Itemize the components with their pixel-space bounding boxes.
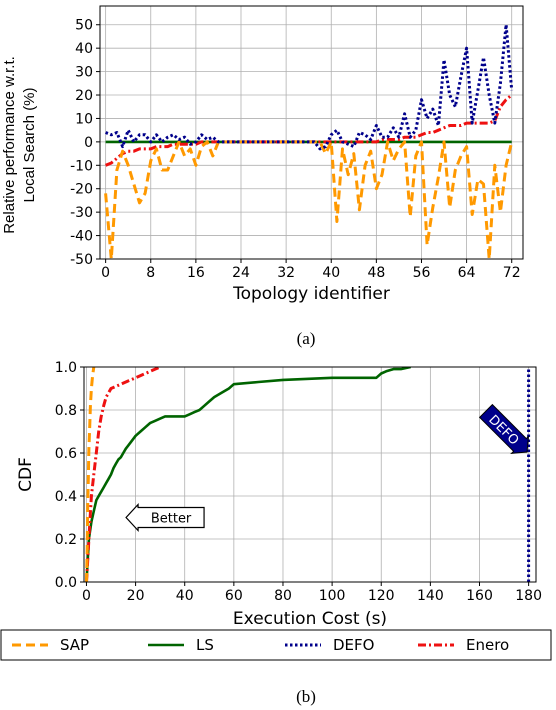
y-tick-label: 50 [75,18,93,34]
y-tick-label: 10 [75,111,93,127]
better-arrow-annotation: Better [125,502,205,533]
series-line-defo [105,23,514,151]
y-tick-label: 0.2 [55,532,77,548]
y-tick-label: 0.0 [55,575,77,591]
y-tick-label: -20 [70,182,93,198]
y-tick-label: 20 [75,88,93,104]
x-tick-label: 0 [101,265,110,281]
panel-b-x-ticks: 0 20 40 60 80 100 120 140 160 180 [82,582,542,604]
panel-b-series [85,367,531,582]
y-tick-label: 0.8 [55,403,77,419]
series-line-enero [85,367,161,582]
series-line-enero [105,93,513,167]
x-tick-label: 20 [127,588,145,604]
x-tick-label: 24 [232,265,250,281]
x-tick-label: 72 [503,265,521,281]
x-tick-label: 16 [187,265,205,281]
caption-a: (a) [297,329,316,348]
x-tick-label: 60 [225,588,243,604]
defo-arrow-shape [478,403,530,455]
y-tick-label: 0 [84,135,93,151]
panel-a-x-ticks: 0 8 16 24 32 40 48 56 64 72 [101,259,521,281]
panel-b-grid [84,366,536,583]
legend-frame [0,629,552,661]
legend-label-enero: Enero [466,636,509,654]
x-tick-label: 120 [368,588,395,604]
panel-a-chart: 0 8 16 24 32 40 48 56 64 72 -50 -40 -30 -20 -10 0 10 20 3… [1,5,524,348]
panel-a-x-axis-label: Topology identifier [232,284,390,304]
defo-arrow-annotation: DEFO [478,403,530,455]
x-tick-label: 64 [458,265,476,281]
y-tick-label: -40 [70,229,93,245]
x-tick-label: 40 [176,588,194,604]
y-tick-label: 30 [75,65,93,81]
panel-b-y-axis-label: CDF [16,457,36,492]
x-tick-label: 48 [367,265,385,281]
series-line-sap [104,140,514,259]
panel-b-y-ticks: 0.0 0.2 0.4 0.6 0.8 1.0 [55,360,84,591]
x-tick-label: 0 [82,588,91,604]
panel-a-frame [99,5,524,260]
x-tick-label: 180 [515,588,542,604]
x-tick-label: 160 [466,588,493,604]
series-line-sap [85,367,96,582]
y-tick-label: -10 [70,158,93,174]
legend-label-defo: DEFO [333,636,374,654]
panel-a-y-axis-label: Relative performance w.r.t. Local Search… [1,56,38,234]
x-tick-label: 8 [146,265,155,281]
panel-a-grid [100,6,523,260]
legend-label-sap: SAP [60,636,89,654]
y-tick-label: 1.0 [55,360,77,376]
x-tick-label: 56 [413,265,431,281]
panel-a-series [104,23,514,259]
legend-label-ls: LS [196,636,214,654]
panel-a-y-ticks: -50 -40 -30 -20 -10 0 10 20 30 40 50 [70,18,100,268]
panel-a-y-axis-label-line-1: Relative performance w.r.t. [1,56,18,234]
legend-items: SAP LS DEFO Enero [12,636,509,654]
x-tick-label: 40 [322,265,340,281]
x-tick-label: 140 [417,588,444,604]
caption-b: (b) [296,687,316,706]
y-tick-label: -30 [70,205,93,221]
better-arrow-shape [125,502,205,533]
panel-b-chart: 0 20 40 60 80 100 120 140 160 180 0.0 0.2 0.4 0.6 0.8… [0,360,552,706]
series-line-ls [85,367,411,582]
y-tick-label: 0.6 [55,446,77,462]
x-tick-label: 80 [274,588,292,604]
panel-b-legend: SAP LS DEFO Enero [0,629,552,661]
better-arrow-label: Better [151,512,192,527]
y-tick-label: 40 [75,41,93,57]
x-tick-label: 32 [277,265,295,281]
y-tick-label: 0.4 [55,489,77,505]
panel-b-x-axis-label: Execution Cost (s) [233,609,387,629]
panel-a-y-axis-label-line-2: Local Search (%) [21,87,38,202]
y-tick-label: -50 [70,252,93,268]
x-tick-label: 100 [319,588,346,604]
panel-b-frame [83,366,537,583]
